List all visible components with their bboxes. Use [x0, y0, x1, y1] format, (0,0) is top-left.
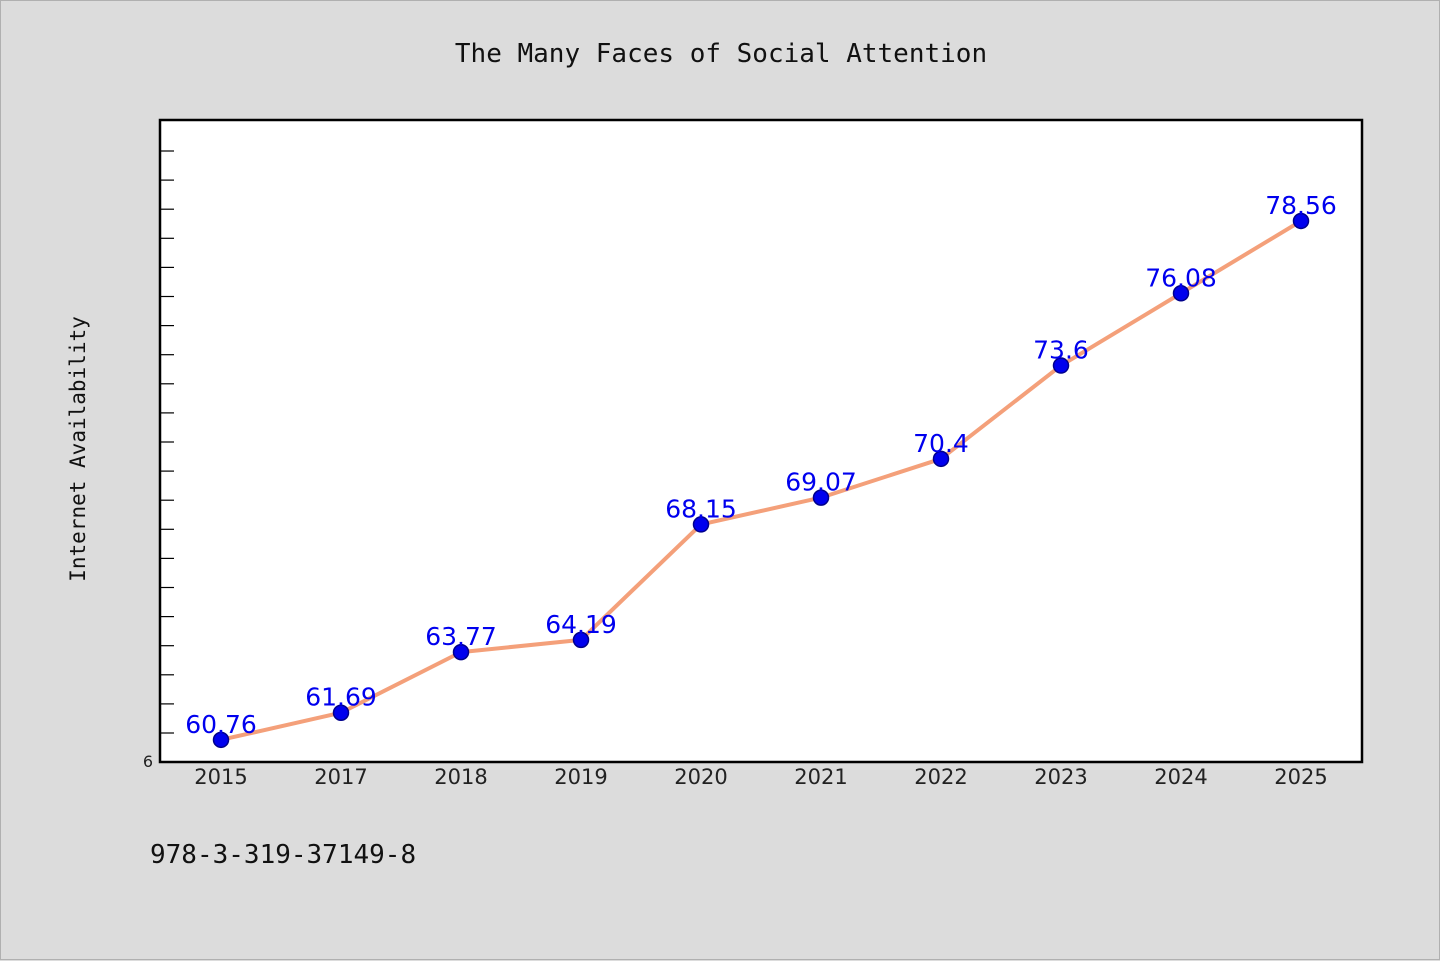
data-point [1292, 212, 1310, 230]
x-tick-label: 2023 [1034, 765, 1087, 789]
chart-title: The Many Faces of Social Attention [455, 39, 987, 69]
data-label: 73.6 [1033, 336, 1089, 365]
data-point [572, 631, 590, 649]
x-tick-label: 2018 [434, 765, 487, 789]
data-point [812, 489, 830, 506]
y-axis-label: Internet Availability [66, 316, 90, 582]
data-label: 68.15 [665, 494, 737, 523]
x-tick-label: 2020 [674, 765, 727, 789]
data-label: 76.08 [1145, 263, 1217, 292]
data-point [932, 450, 950, 468]
data-label: 61.69 [305, 683, 377, 712]
data-label: 64.19 [545, 610, 617, 639]
series-line [220, 219, 1303, 742]
data-point [1172, 285, 1190, 302]
data-label: 69.07 [785, 468, 857, 497]
data-label: 60.76 [185, 710, 257, 739]
x-tick-label: 2022 [914, 765, 967, 789]
plot-area [158, 118, 1364, 764]
data-point [1052, 357, 1070, 374]
x-tick-label: 2017 [314, 765, 367, 789]
data-markers [212, 212, 1310, 749]
data-point [332, 704, 350, 721]
x-tick-label: 2024 [1154, 765, 1207, 789]
data-labels: 60.76 61.69 63.77 64.19 68.15 69.07 70.4 73.6 76… [185, 191, 1337, 739]
data-point [212, 731, 230, 749]
x-axis-tick-labels: 2015 2017 2018 2019 2020 2021 2022 2023 2024 2025 [194, 765, 1327, 789]
x-tick-label: 2019 [554, 765, 607, 789]
x-tick-label: 2015 [194, 765, 247, 789]
series-line-group [220, 219, 1303, 742]
data-label: 63.77 [425, 622, 497, 651]
isbn-footer: 978-3-319-37149-8 [150, 840, 416, 870]
x-tick-label: 2025 [1274, 765, 1327, 789]
y-axis-ticks [160, 150, 174, 734]
data-point [692, 516, 710, 533]
x-tick-label: 2021 [794, 765, 847, 789]
y-tick-label: 6 [143, 752, 153, 771]
data-point [452, 643, 470, 661]
data-label: 78.56 [1265, 191, 1337, 220]
data-label: 70.4 [913, 429, 969, 458]
